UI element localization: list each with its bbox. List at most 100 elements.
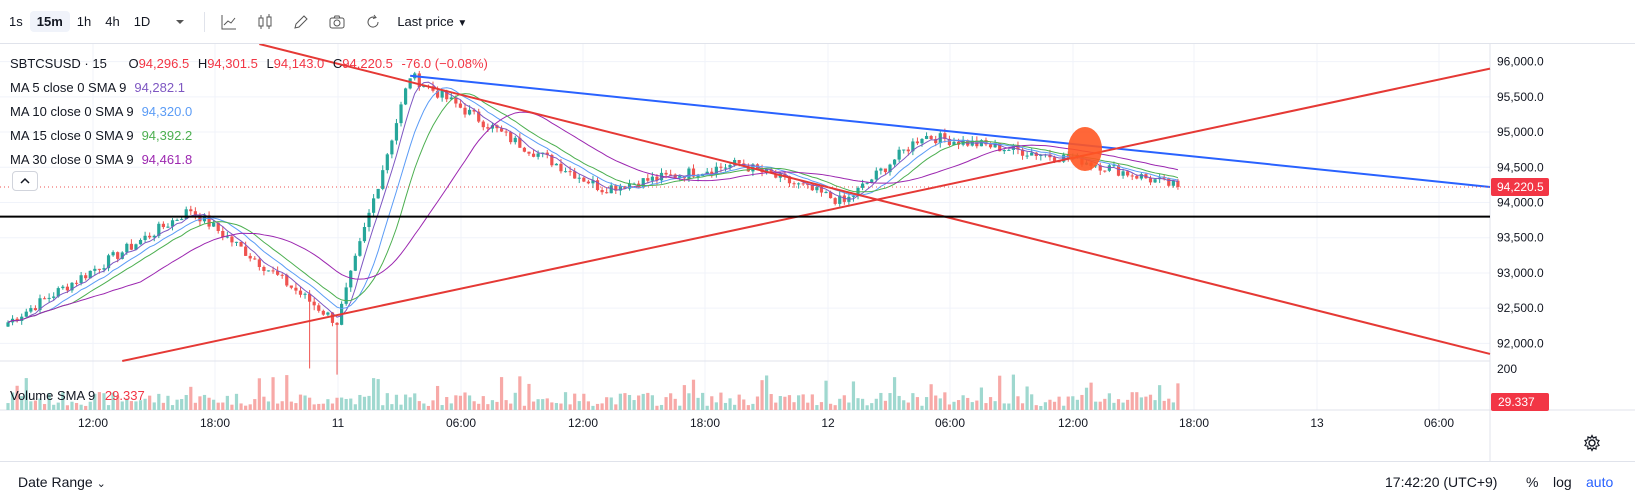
volume-bar (1139, 397, 1143, 410)
candle (294, 287, 298, 291)
candle (1126, 171, 1130, 176)
indicator-ma15[interactable]: MA 15 close 0 SMA 9 94,392.2 (10, 124, 493, 148)
percent-scale-button[interactable]: % (1526, 474, 1539, 490)
chart-type-icon[interactable] (256, 13, 274, 31)
interval-15m[interactable]: 15m (29, 11, 70, 32)
candle (774, 173, 778, 178)
candle (714, 166, 718, 174)
candle (207, 215, 211, 227)
indicator-ma5[interactable]: MA 5 close 0 SMA 9 94,282.1 (10, 76, 493, 100)
volume-bar (120, 401, 124, 410)
pencil-icon[interactable] (292, 13, 310, 31)
volume-bar (344, 398, 348, 410)
volume-bar (650, 395, 654, 410)
volume-bar (271, 377, 275, 410)
volume-bar (376, 379, 380, 410)
interval-4h[interactable]: 4h (105, 14, 120, 29)
volume-bar (769, 394, 773, 410)
indicator-ma10[interactable]: MA 10 close 0 SMA 9 94,320.0 (10, 100, 493, 124)
candle (952, 141, 956, 146)
volume-bar (422, 403, 426, 410)
candle (372, 198, 376, 213)
moving-averages (7, 81, 1179, 323)
candle (180, 219, 184, 221)
volume-bar (349, 398, 353, 410)
candle (554, 163, 558, 166)
auto-scale-button[interactable]: auto (1586, 474, 1614, 490)
camera-icon[interactable] (328, 13, 346, 31)
indicator-ma30[interactable]: MA 30 close 0 SMA 9 94,461.8 (10, 148, 493, 172)
chart-canvas[interactable]: 96,000.0 95,500.0 95,000.0 94,500.0 94,000.0… (0, 44, 1635, 461)
volume-bar (166, 395, 170, 410)
volume-bar (897, 395, 901, 410)
price-tick: 93,000.0 (1497, 266, 1544, 280)
candle (595, 180, 600, 191)
volume-bar (472, 401, 476, 410)
candle (321, 310, 325, 315)
volume-bar (70, 401, 74, 410)
candle (723, 167, 728, 169)
candle (582, 177, 586, 182)
replay-icon[interactable] (364, 13, 382, 31)
volume-bar (833, 405, 837, 410)
volume-bar (701, 392, 705, 410)
candle (993, 143, 997, 148)
volume-bar (682, 385, 686, 410)
volume-bar (175, 399, 179, 410)
candle (193, 211, 197, 215)
volume-bar (326, 399, 330, 410)
volume-bar (970, 402, 974, 410)
volume-bar (988, 397, 993, 410)
indicators-icon[interactable] (220, 13, 238, 31)
candle (312, 301, 316, 306)
volume-bar (760, 380, 764, 410)
candle (824, 192, 828, 194)
volume-bar (1144, 396, 1148, 410)
volume-bar (202, 394, 207, 410)
candle (486, 127, 490, 129)
chevron-down-icon[interactable] (171, 13, 189, 31)
last-price-label: 94,220.5 (1497, 180, 1544, 194)
interval-1h[interactable]: 1h (76, 14, 92, 29)
interval-1d[interactable]: 1D (133, 14, 151, 29)
volume-bar (733, 404, 737, 410)
settings-gear-icon[interactable] (1583, 434, 1601, 457)
volume-bar (1030, 394, 1034, 410)
candle (262, 266, 266, 271)
candle (1057, 161, 1061, 163)
volume-bar (244, 405, 248, 410)
volume-bar (239, 403, 243, 410)
interval-1s[interactable]: 1s (9, 14, 23, 29)
candle (74, 282, 79, 284)
volume-bar (61, 392, 65, 410)
candle (865, 182, 869, 184)
price-source-dropdown[interactable]: Last price ▼ (391, 11, 473, 32)
candle (490, 125, 495, 129)
candle (568, 171, 572, 173)
candle (920, 138, 924, 144)
candle (906, 149, 910, 152)
candle (52, 296, 56, 298)
volume-bar (605, 397, 609, 410)
candle (1002, 150, 1006, 152)
clock-timezone[interactable]: 17:42:20 (UTC+9) (1385, 474, 1498, 490)
candle (385, 154, 389, 171)
candle (157, 223, 161, 236)
volume-bar (42, 404, 47, 410)
candle (801, 183, 805, 185)
candle (111, 252, 115, 256)
log-scale-button[interactable]: log (1553, 474, 1572, 490)
date-range-button[interactable]: Date Range ⌄ (18, 474, 106, 490)
candle (984, 140, 988, 145)
volume-bar (207, 397, 211, 410)
volume-bar (403, 394, 408, 410)
collapse-legend-button[interactable] (12, 171, 38, 191)
volume-bar (742, 399, 746, 410)
volume-bar (129, 401, 133, 410)
volume-bar (74, 402, 79, 410)
volume-bar (888, 393, 892, 410)
volume-bar (518, 376, 522, 410)
volume-bar (1066, 396, 1070, 410)
volume-legend[interactable]: Volume SMA 9 29.337 (10, 388, 145, 403)
candle (422, 85, 426, 88)
